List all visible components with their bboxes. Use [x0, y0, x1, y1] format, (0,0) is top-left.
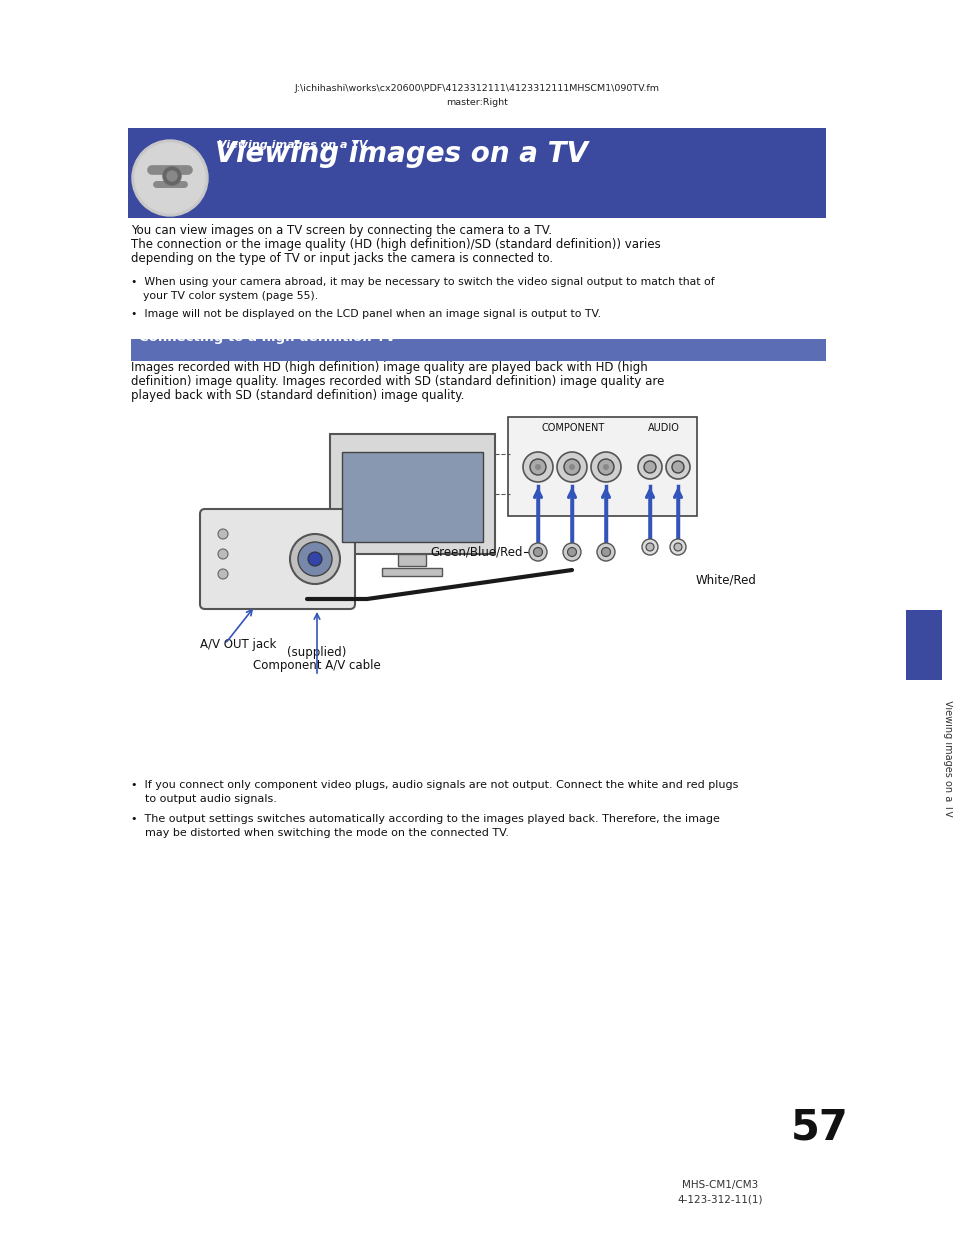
FancyBboxPatch shape — [507, 417, 697, 516]
Text: •  When using your camera abroad, it may be necessary to switch the video signal: • When using your camera abroad, it may … — [131, 277, 714, 287]
Circle shape — [167, 170, 177, 182]
Circle shape — [135, 143, 205, 212]
Circle shape — [557, 452, 586, 482]
Circle shape — [533, 547, 542, 557]
Text: depending on the type of TV or input jacks the camera is connected to.: depending on the type of TV or input jac… — [131, 252, 553, 266]
Circle shape — [671, 461, 683, 473]
Text: Viewing images on a TV: Viewing images on a TV — [214, 140, 587, 168]
Circle shape — [590, 452, 620, 482]
Circle shape — [132, 140, 208, 216]
Circle shape — [598, 459, 614, 475]
Circle shape — [290, 534, 339, 584]
Circle shape — [643, 461, 656, 473]
Text: Connecting to a high definition TV: Connecting to a high definition TV — [139, 331, 395, 345]
Text: You can view images on a TV screen by connecting the camera to a TV.: You can view images on a TV screen by co… — [131, 224, 552, 237]
FancyBboxPatch shape — [397, 555, 426, 566]
Text: 4-123-312-11(1): 4-123-312-11(1) — [677, 1194, 762, 1204]
FancyBboxPatch shape — [200, 509, 355, 609]
Circle shape — [297, 542, 332, 576]
Circle shape — [638, 454, 661, 479]
FancyBboxPatch shape — [131, 338, 825, 361]
Circle shape — [562, 543, 580, 561]
Circle shape — [522, 452, 553, 482]
Circle shape — [529, 543, 546, 561]
Text: your TV color system (page 55).: your TV color system (page 55). — [143, 291, 317, 301]
Text: Viewing images on a TV: Viewing images on a TV — [942, 700, 952, 816]
Circle shape — [568, 464, 575, 471]
Circle shape — [535, 464, 540, 471]
Circle shape — [645, 543, 654, 551]
Text: 57: 57 — [790, 1107, 848, 1149]
Circle shape — [218, 569, 228, 579]
FancyBboxPatch shape — [381, 568, 441, 576]
Text: •  Image will not be displayed on the LCD panel when an image signal is output t: • Image will not be displayed on the LCD… — [131, 309, 600, 319]
Text: definition) image quality. Images recorded with SD (standard definition) image q: definition) image quality. Images record… — [131, 375, 663, 388]
Text: J:\ichihashi\works\cx20600\PDF\4123312111\4123312111MHSCM1\090TV.fm: J:\ichihashi\works\cx20600\PDF\412331211… — [294, 84, 659, 93]
Circle shape — [597, 543, 615, 561]
Text: MHS-CM1/CM3: MHS-CM1/CM3 — [681, 1179, 758, 1191]
Text: A/V OUT jack: A/V OUT jack — [200, 638, 276, 651]
Text: The connection or the image quality (HD (high definition)/SD (standard definitio: The connection or the image quality (HD … — [131, 238, 660, 251]
Text: AUDIO: AUDIO — [647, 424, 679, 433]
Text: Green/Blue/Red: Green/Blue/Red — [430, 546, 522, 558]
Circle shape — [163, 167, 181, 185]
Text: to output audio signals.: to output audio signals. — [145, 794, 276, 804]
Text: Images recorded with HD (high definition) image quality are played back with HD : Images recorded with HD (high definition… — [131, 361, 647, 374]
Text: played back with SD (standard definition) image quality.: played back with SD (standard definition… — [131, 389, 464, 403]
Circle shape — [602, 464, 608, 471]
Circle shape — [601, 547, 610, 557]
Text: White/Red: White/Red — [696, 573, 756, 587]
Circle shape — [673, 543, 681, 551]
Text: Viewing images on a TV: Viewing images on a TV — [218, 140, 367, 149]
Circle shape — [308, 552, 322, 566]
FancyBboxPatch shape — [341, 452, 482, 542]
Text: master:Right: master:Right — [446, 98, 507, 107]
Circle shape — [669, 538, 685, 555]
Text: •  The output settings switches automatically according to the images played bac: • The output settings switches automatic… — [131, 814, 720, 824]
Circle shape — [218, 550, 228, 559]
Circle shape — [530, 459, 545, 475]
Text: COMPONENT: COMPONENT — [541, 424, 604, 433]
FancyBboxPatch shape — [905, 610, 941, 680]
FancyBboxPatch shape — [128, 128, 825, 219]
Text: Component A/V cable: Component A/V cable — [253, 659, 380, 672]
Text: may be distorted when switching the mode on the connected TV.: may be distorted when switching the mode… — [145, 827, 509, 839]
Text: •  If you connect only component video plugs, audio signals are not output. Conn: • If you connect only component video pl… — [131, 781, 738, 790]
Text: (supplied): (supplied) — [287, 646, 346, 659]
Circle shape — [665, 454, 689, 479]
Circle shape — [563, 459, 579, 475]
FancyBboxPatch shape — [330, 433, 495, 555]
Circle shape — [567, 547, 576, 557]
Circle shape — [218, 529, 228, 538]
Circle shape — [641, 538, 658, 555]
